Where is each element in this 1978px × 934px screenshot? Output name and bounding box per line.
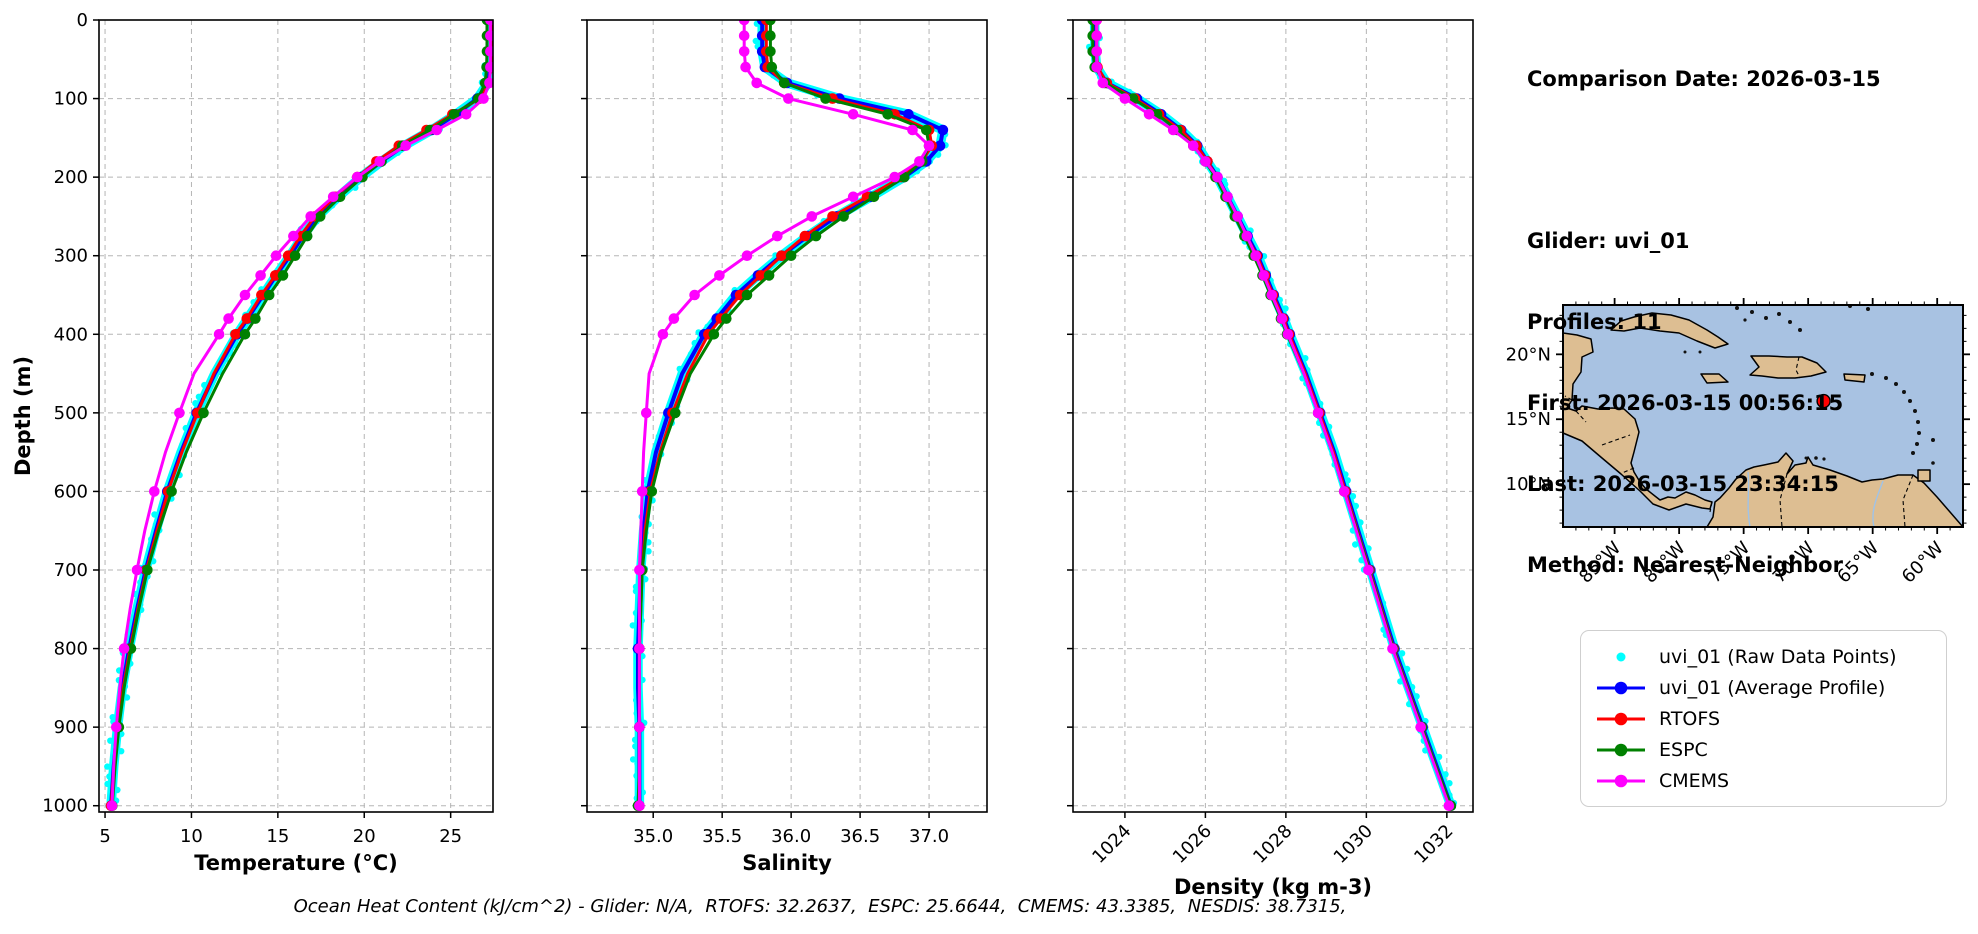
legend-item-espc: ESPC [1593,734,1946,765]
depth-axis-label: Depth (m) [11,356,35,476]
legend-label-rtofs: RTOFS [1659,707,1721,730]
legend-item-avg: uvi_01 (Average Profile) [1593,672,1946,703]
legend-label-cmems: CMEMS [1659,769,1730,792]
svg-text:1000: 1000 [42,796,88,817]
svg-text:20°N: 20°N [1506,344,1551,365]
legend-marker-cmems-icon [1593,770,1649,792]
svg-text:0: 0 [77,10,88,31]
density-axis-label: Density (kg m-3) [1174,875,1372,899]
svg-text:25: 25 [439,826,462,847]
svg-text:60°W: 60°W [1898,537,1948,587]
svg-text:1030: 1030 [1330,821,1377,868]
temperature-series [104,20,493,811]
salinity-series [629,20,949,811]
glider-name: Glider: uvi_01 [1527,229,1690,253]
svg-text:37.0: 37.0 [909,826,949,847]
svg-text:36.5: 36.5 [840,826,880,847]
comparison-date: Comparison Date: 2026-03-15 [1527,67,1881,91]
info-gap [1527,147,1881,174]
legend-marker-avg-icon [1593,677,1649,699]
ocean-heat-content-caption: Ocean Heat Content (kJ/cm^2) - Glider: N… [293,896,1347,917]
svg-text:15°N: 15°N [1506,409,1551,430]
last-profile-time: Last: 2026-03-15 23:34:15 [1527,472,1839,496]
svg-text:400: 400 [54,324,88,345]
method: Method: Nearest-Neighbor [1527,553,1843,577]
svg-text:100: 100 [54,89,88,110]
svg-text:1032: 1032 [1410,821,1457,868]
first-profile-time: First: 2026-03-15 00:56:15 [1527,391,1844,415]
salinity-plot: 35.0 35.5 36.0 36.5 37.0 Salinity [581,19,988,875]
legend: uvi_01 (Raw Data Points) uvi_01 (Average… [1580,630,1947,807]
svg-text:5: 5 [99,826,110,847]
svg-text:15: 15 [266,826,289,847]
glider-location-marker [1816,393,1831,409]
legend-label-espc: ESPC [1659,738,1708,761]
temperature-axis-label: Temperature (°C) [194,851,397,875]
svg-text:10: 10 [180,826,203,847]
svg-text:600: 600 [54,481,88,502]
legend-item-rtofs: RTOFS [1593,703,1946,734]
density-plot: 1024 1026 1028 1030 1032 Density (kg m-3) [1067,19,1474,899]
legend-marker-rtofs-icon [1593,708,1649,730]
density-series [1086,20,1458,811]
legend-item-cmems: CMEMS [1593,765,1946,796]
svg-text:700: 700 [54,560,88,581]
legend-item-raw: uvi_01 (Raw Data Points) [1593,641,1946,672]
svg-text:900: 900 [54,717,88,738]
legend-marker-espc-icon [1593,739,1649,761]
svg-text:35.5: 35.5 [702,826,742,847]
legend-label-avg: uvi_01 (Average Profile) [1659,676,1886,699]
salinity-axis-label: Salinity [742,851,832,875]
svg-text:800: 800 [54,639,88,660]
svg-text:35.0: 35.0 [633,826,673,847]
legend-marker-raw-icon [1593,646,1649,668]
svg-text:1028: 1028 [1249,821,1296,868]
legend-label-raw: uvi_01 (Raw Data Points) [1659,645,1897,668]
info-block: Comparison Date: 2026-03-15 Glider: uvi_… [1527,12,1881,633]
temperature-plot: 5 10 15 20 25 0 100 200 300 400 500 600 700 800 900 100… [42,10,494,875]
svg-text:10°N: 10°N [1506,474,1551,495]
svg-text:1026: 1026 [1169,821,1216,868]
svg-text:1024: 1024 [1088,821,1135,868]
svg-text:300: 300 [54,246,88,267]
svg-text:36.0: 36.0 [771,826,811,847]
profiles-count: Profiles: 11 [1527,310,1662,334]
svg-text:200: 200 [54,167,88,188]
svg-text:500: 500 [54,403,88,424]
svg-text:20: 20 [353,826,376,847]
